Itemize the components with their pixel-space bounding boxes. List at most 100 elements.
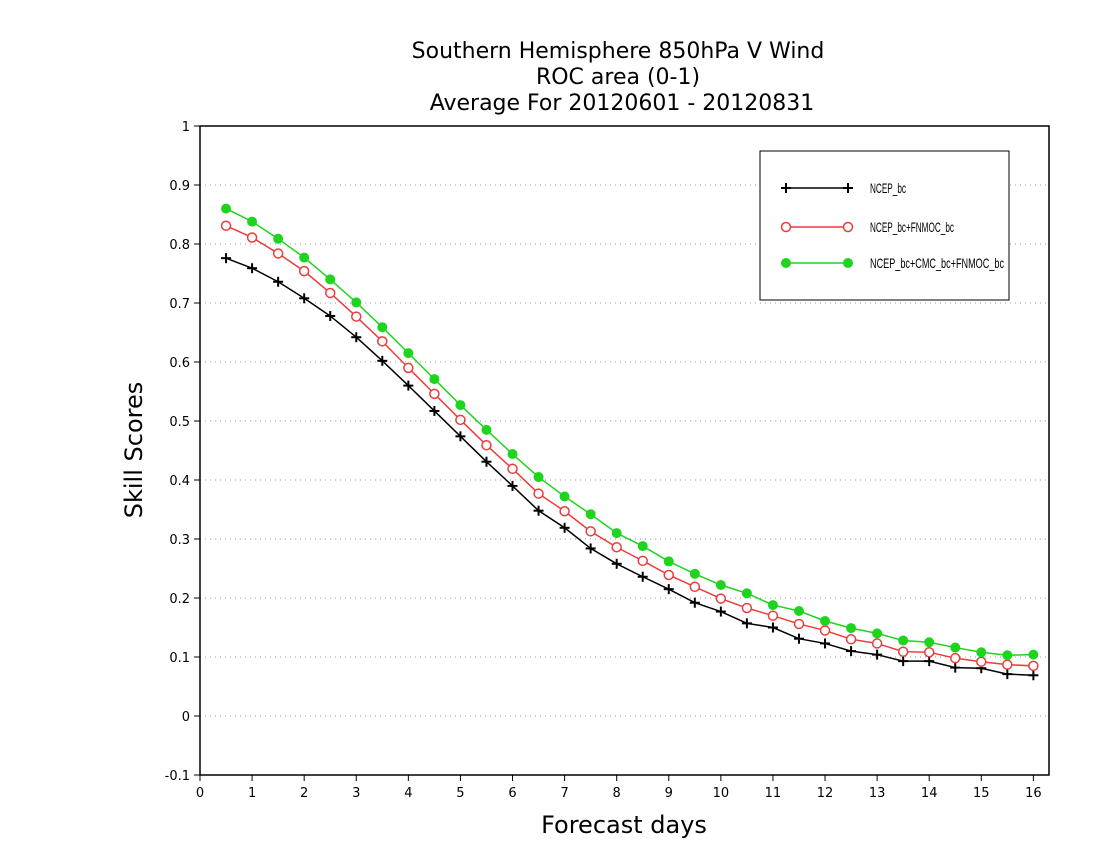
series-line bbox=[225, 257, 1034, 677]
legend-item-3: NCEP_bc+CMC_bc+FNMOC_bc bbox=[781, 255, 1004, 271]
data-point bbox=[793, 633, 804, 644]
chart-title-line-1: Southern Hemisphere 850hPa V Wind bbox=[412, 39, 825, 64]
data-point bbox=[767, 622, 778, 633]
data-point bbox=[533, 505, 544, 516]
data-point bbox=[559, 506, 570, 517]
data-point bbox=[429, 388, 440, 400]
data-point bbox=[325, 310, 336, 321]
x-tick-label: 2 bbox=[300, 786, 308, 801]
data-point bbox=[377, 355, 388, 366]
data-point bbox=[820, 638, 831, 649]
data-point bbox=[924, 656, 935, 667]
x-axis-ticks: 0 1 2 3 4 5 6 7 8 9 10 11 12 13 14 15 16 bbox=[196, 775, 1042, 801]
data-point bbox=[272, 248, 284, 259]
chart-title: Southern Hemisphere 850hPa V Wind ROC ar… bbox=[412, 39, 825, 116]
data-point bbox=[950, 642, 961, 653]
data-point bbox=[663, 556, 674, 567]
data-point bbox=[403, 362, 414, 374]
data-point bbox=[299, 252, 310, 263]
y-axis-ticks: -0.1 0 0.1 0.2 0.3 0.4 0.5 0.6 0.7 0.8 0.9 1 bbox=[165, 120, 200, 784]
data-point bbox=[741, 588, 752, 599]
data-point bbox=[793, 618, 805, 630]
data-point bbox=[273, 233, 284, 244]
data-point bbox=[455, 431, 466, 442]
x-tick-label: 15 bbox=[973, 786, 990, 801]
data-point bbox=[220, 220, 232, 231]
data-point bbox=[221, 253, 232, 264]
data-point bbox=[559, 522, 570, 533]
data-point bbox=[976, 647, 987, 658]
x-tick-label: 10 bbox=[713, 786, 730, 801]
data-point bbox=[507, 480, 518, 491]
data-point bbox=[299, 293, 310, 304]
x-tick-label: 12 bbox=[817, 786, 834, 801]
data-point bbox=[689, 581, 701, 593]
data-point bbox=[898, 635, 909, 646]
data-point bbox=[663, 569, 675, 581]
data-point bbox=[351, 311, 362, 322]
y-tick-label: 0.9 bbox=[169, 179, 190, 194]
data-point bbox=[1002, 650, 1013, 661]
data-point bbox=[1002, 669, 1013, 680]
data-point bbox=[846, 646, 857, 657]
data-point bbox=[298, 265, 310, 277]
legend: NCEP_bc NCEP_bc+FNMOC_bc NCEP_bc+CMC_bc+FN… bbox=[759, 150, 1010, 301]
y-tick-label: 0.6 bbox=[169, 356, 190, 371]
data-point bbox=[377, 322, 388, 333]
data-point bbox=[481, 439, 492, 451]
y-tick-label: 0.8 bbox=[169, 238, 190, 253]
data-point bbox=[611, 558, 622, 569]
data-point bbox=[455, 414, 466, 426]
x-tick-label: 16 bbox=[1025, 786, 1042, 801]
data-point bbox=[976, 656, 987, 667]
data-point bbox=[481, 456, 492, 467]
data-point bbox=[585, 509, 596, 520]
y-tick-label: 1 bbox=[182, 120, 190, 135]
data-point bbox=[872, 649, 883, 660]
data-point bbox=[403, 380, 414, 391]
data-point bbox=[715, 593, 727, 604]
data-point bbox=[715, 606, 726, 617]
data-point bbox=[898, 656, 909, 667]
series-2 bbox=[220, 220, 1039, 672]
legend-item-1: NCEP_bc bbox=[781, 180, 906, 196]
data-point bbox=[533, 488, 544, 499]
legend-marker bbox=[842, 221, 854, 233]
x-tick-label: 8 bbox=[613, 786, 621, 801]
data-point bbox=[663, 584, 674, 595]
legend-label: NCEP_bc+CMC_bc+FNMOC_bc bbox=[870, 255, 1004, 271]
series-layer bbox=[220, 203, 1039, 681]
data-point bbox=[741, 602, 753, 614]
legend-marker bbox=[781, 258, 791, 268]
data-point bbox=[351, 332, 362, 343]
x-tick-label: 7 bbox=[560, 786, 568, 801]
x-tick-label: 0 bbox=[196, 786, 204, 801]
data-point bbox=[741, 618, 752, 629]
legend-marker bbox=[843, 258, 853, 268]
x-tick-label: 14 bbox=[921, 786, 938, 801]
legend-marker bbox=[843, 183, 853, 193]
data-point bbox=[324, 287, 336, 299]
data-point bbox=[611, 528, 622, 539]
data-point bbox=[637, 555, 648, 567]
y-tick-label: 0.1 bbox=[169, 651, 190, 666]
x-tick-label: 11 bbox=[765, 786, 782, 801]
data-point bbox=[637, 541, 648, 552]
data-point bbox=[1002, 659, 1013, 670]
series-1 bbox=[221, 253, 1039, 681]
legend-box bbox=[759, 150, 1010, 301]
data-point bbox=[715, 580, 726, 591]
data-point bbox=[1028, 660, 1039, 672]
x-tick-label: 4 bbox=[404, 786, 412, 801]
data-point bbox=[871, 638, 883, 649]
data-point bbox=[767, 600, 778, 611]
data-point bbox=[611, 542, 622, 553]
data-point bbox=[820, 616, 831, 627]
data-point bbox=[585, 543, 596, 554]
x-tick-label: 6 bbox=[508, 786, 516, 801]
data-point bbox=[481, 424, 492, 435]
series-3 bbox=[221, 203, 1039, 661]
x-axis-title: Forecast days bbox=[541, 811, 707, 839]
data-point bbox=[872, 628, 883, 639]
